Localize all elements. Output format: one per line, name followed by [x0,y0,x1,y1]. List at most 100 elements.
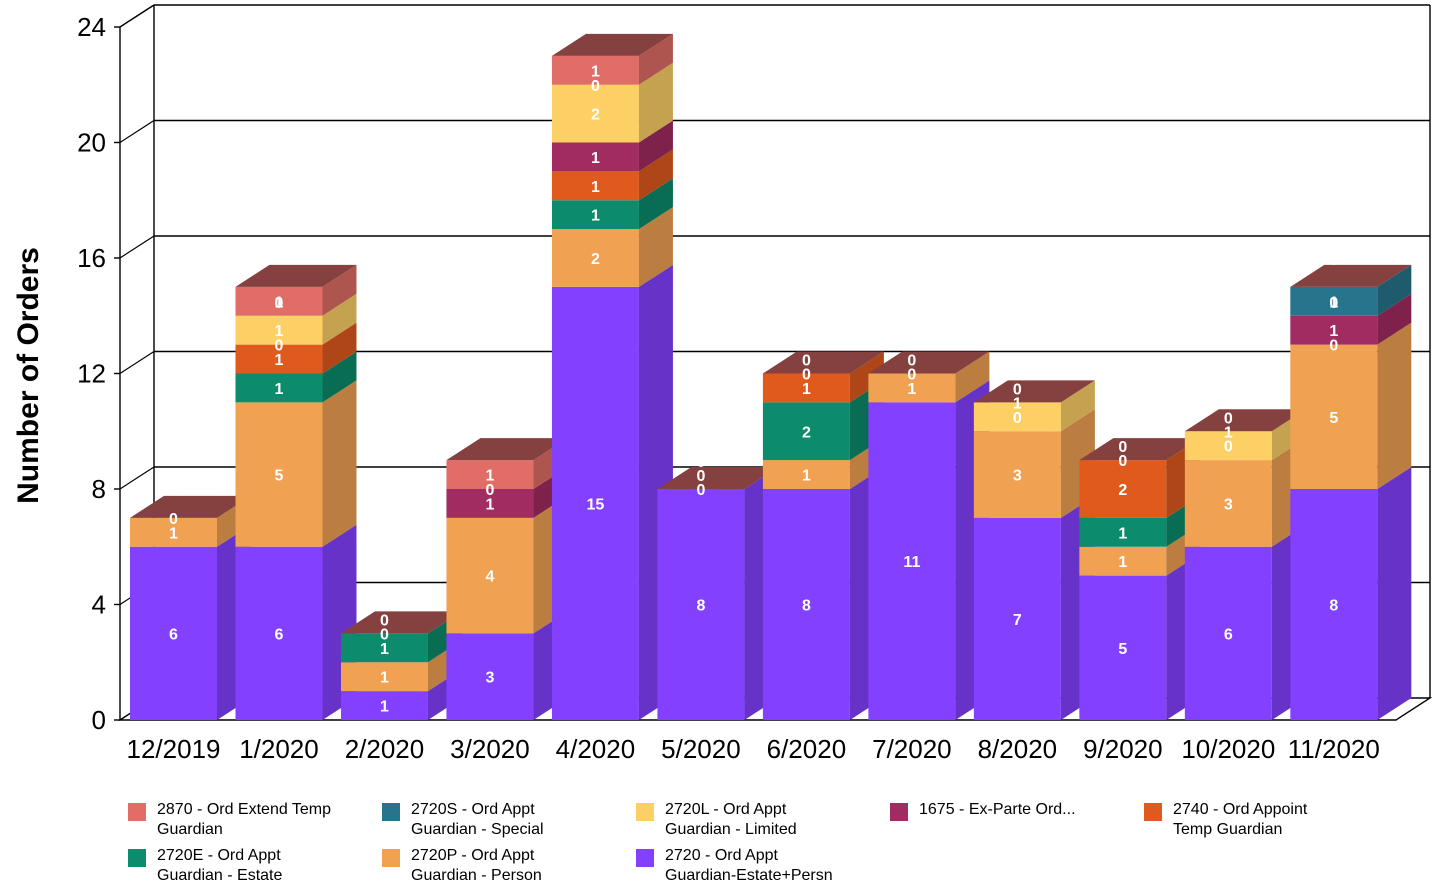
data-label: 0 [907,367,916,384]
legend-label: 2740 - Ord Appoint Temp Guardian [1173,801,1308,838]
x-tick-label: 10/2020 [1181,734,1275,764]
data-label: 1 [1013,395,1022,412]
data-label: 1 [1329,294,1338,311]
bar-segment-side [322,351,357,403]
bar-top-face [868,351,990,374]
bar-segment-side [1060,380,1095,432]
data-label: 2 [1118,482,1127,499]
bar-top-face [446,438,568,461]
bar-segment-front [551,286,639,720]
bar-segment-side [322,264,357,316]
data-label: 1 [591,179,600,196]
legend-swatch [382,849,400,867]
data-label: 1 [380,699,389,716]
legend-swatch [890,803,908,821]
bar-segment-side [638,149,673,201]
legend-label: 2720L - Ord Appt Guardian - Limited [665,801,797,838]
bar-segment-front [762,373,850,403]
data-label: 1 [380,670,389,687]
data-label: 1 [591,150,600,167]
bar-segment-front [446,517,534,634]
data-label: 0 [1224,439,1233,456]
data-label: 0 [1329,338,1338,355]
bar-segment-front [551,84,639,143]
x-tick-label: 9/2020 [1083,734,1163,764]
bar-top-face [762,351,884,374]
bar-segment-front [762,460,850,489]
x-tick-label: 4/2020 [556,734,636,764]
data-label: 0 [1118,453,1127,470]
data-label: 6 [1224,626,1233,643]
data-label: 3 [1224,496,1233,513]
data-label: 0 [1329,295,1338,312]
data-label: 0 [907,353,916,370]
legend-swatch [636,849,654,867]
data-label: 1 [1118,525,1127,542]
bar-segment-front [1079,460,1167,518]
bar-segment-side [638,33,673,85]
data-label: 1 [169,525,178,542]
legend-label: 2720E - Ord Appt Guardian - Estate [157,847,283,884]
bar-segment-front [235,402,323,547]
bar-segment-front [551,171,639,201]
legend-item: 1675 - Ex-Parte Ord... [890,800,1076,821]
data-label: 0 [802,353,811,370]
bar-segment-front [973,431,1061,518]
bar-top-face [235,264,357,287]
data-label: 0 [169,511,178,528]
bar-segment-front [551,229,639,287]
x-tick-label: 2/2020 [345,734,425,764]
bar-top-face [1290,264,1412,287]
bar-segment-front [973,517,1061,720]
side-wall-gridline [119,4,155,28]
bar-segment-front [446,460,534,489]
bar-segment-front [1290,286,1378,316]
data-label: 0 [275,295,284,312]
y-tick-label: 24 [77,12,106,42]
legend-item: 2740 - Ord Appoint Temp Guardian [1144,800,1307,840]
data-label: 1 [907,381,916,398]
legend-item: 2720P - Ord Appt Guardian - Person [382,846,542,886]
data-label: 2 [802,424,811,441]
data-label: 0 [1013,410,1022,427]
y-tick-label: 8 [92,474,106,504]
bar-segment-front [235,315,323,345]
bar-segment-side [638,207,673,287]
bar-segment-front [1184,431,1272,461]
bar-top-face [657,467,779,489]
data-label: 5 [275,468,284,485]
legend-label: 2720S - Ord Appt Guardian - Special [411,801,544,838]
bar-segment-side [955,351,990,403]
bar-top-face [1184,409,1306,432]
data-label: 0 [380,612,389,629]
data-label: 1 [275,352,284,369]
data-label: 1 [380,641,389,658]
x-tick-label: 8/2020 [978,734,1058,764]
bar-segment-side [1377,467,1412,720]
x-tick-label: 12/2019 [127,734,221,764]
data-label: 0 [1118,439,1127,456]
side-wall-gridline [119,466,155,490]
bar-top-face [551,33,673,56]
bar-segment-front [868,402,956,720]
data-label: 4 [485,569,494,586]
y-tick-label: 12 [77,359,106,389]
bar-top-face [130,495,251,518]
data-label: 0 [696,454,705,471]
y-tick-label: 4 [92,590,106,620]
x-tick-label: 11/2020 [1288,734,1380,764]
data-label: 0 [591,78,600,95]
data-label: 7 [1013,612,1022,629]
bar-top-face [1079,438,1201,461]
bar-segment-front [762,489,850,720]
bar-segment-front [235,373,323,403]
data-label: 1 [1329,323,1338,340]
data-label: 1 [275,294,284,311]
bar-segment-front [868,373,956,403]
bar-segment-front [340,633,428,663]
bar-segment-front [551,55,639,85]
bar-segment-front [1079,517,1167,547]
bar-segment-front [1184,546,1272,720]
